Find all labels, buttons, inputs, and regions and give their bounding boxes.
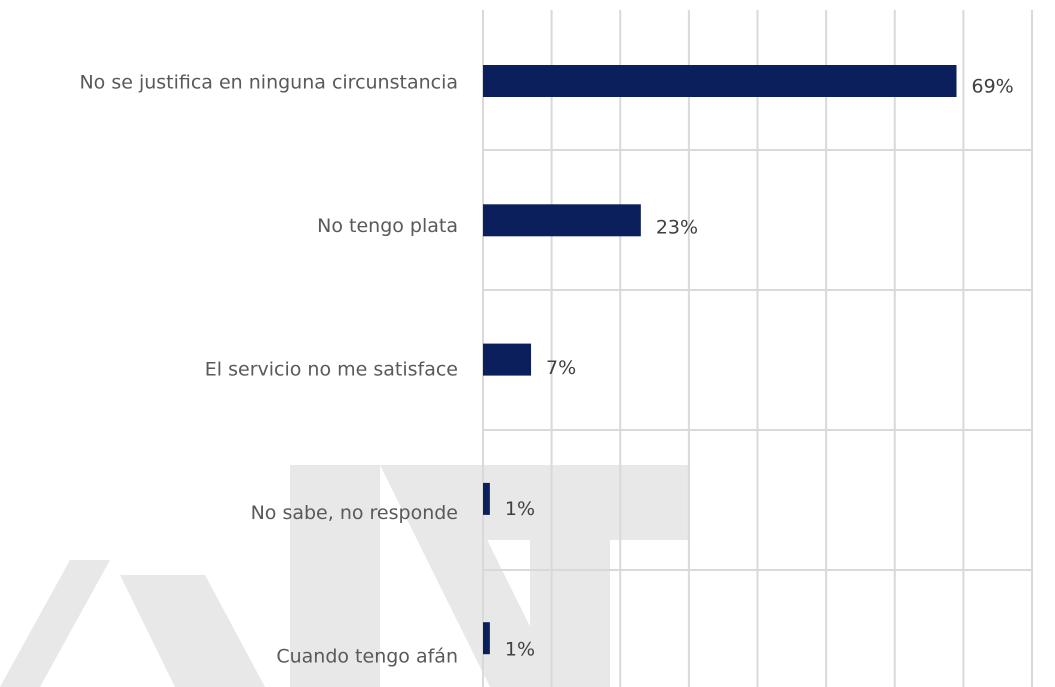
data-label: 1% [505, 498, 535, 520]
category-label: No tengo plata [317, 215, 458, 237]
bar [483, 65, 957, 97]
category-label: No sabe, no responde [251, 502, 458, 524]
category-label: Cuando tengo afán [276, 646, 458, 668]
watermark [0, 465, 690, 687]
category-label: El servicio no me satisface [205, 359, 458, 381]
data-label: 69% [972, 76, 1014, 98]
data-label: 1% [505, 639, 535, 661]
bar [483, 482, 490, 515]
data-label: 23% [656, 216, 698, 238]
bar [483, 204, 641, 237]
category-label: No se justifica en ninguna circunstancia [79, 72, 458, 94]
bar [483, 622, 490, 655]
data-label: 7% [546, 357, 576, 379]
bar [483, 343, 532, 376]
